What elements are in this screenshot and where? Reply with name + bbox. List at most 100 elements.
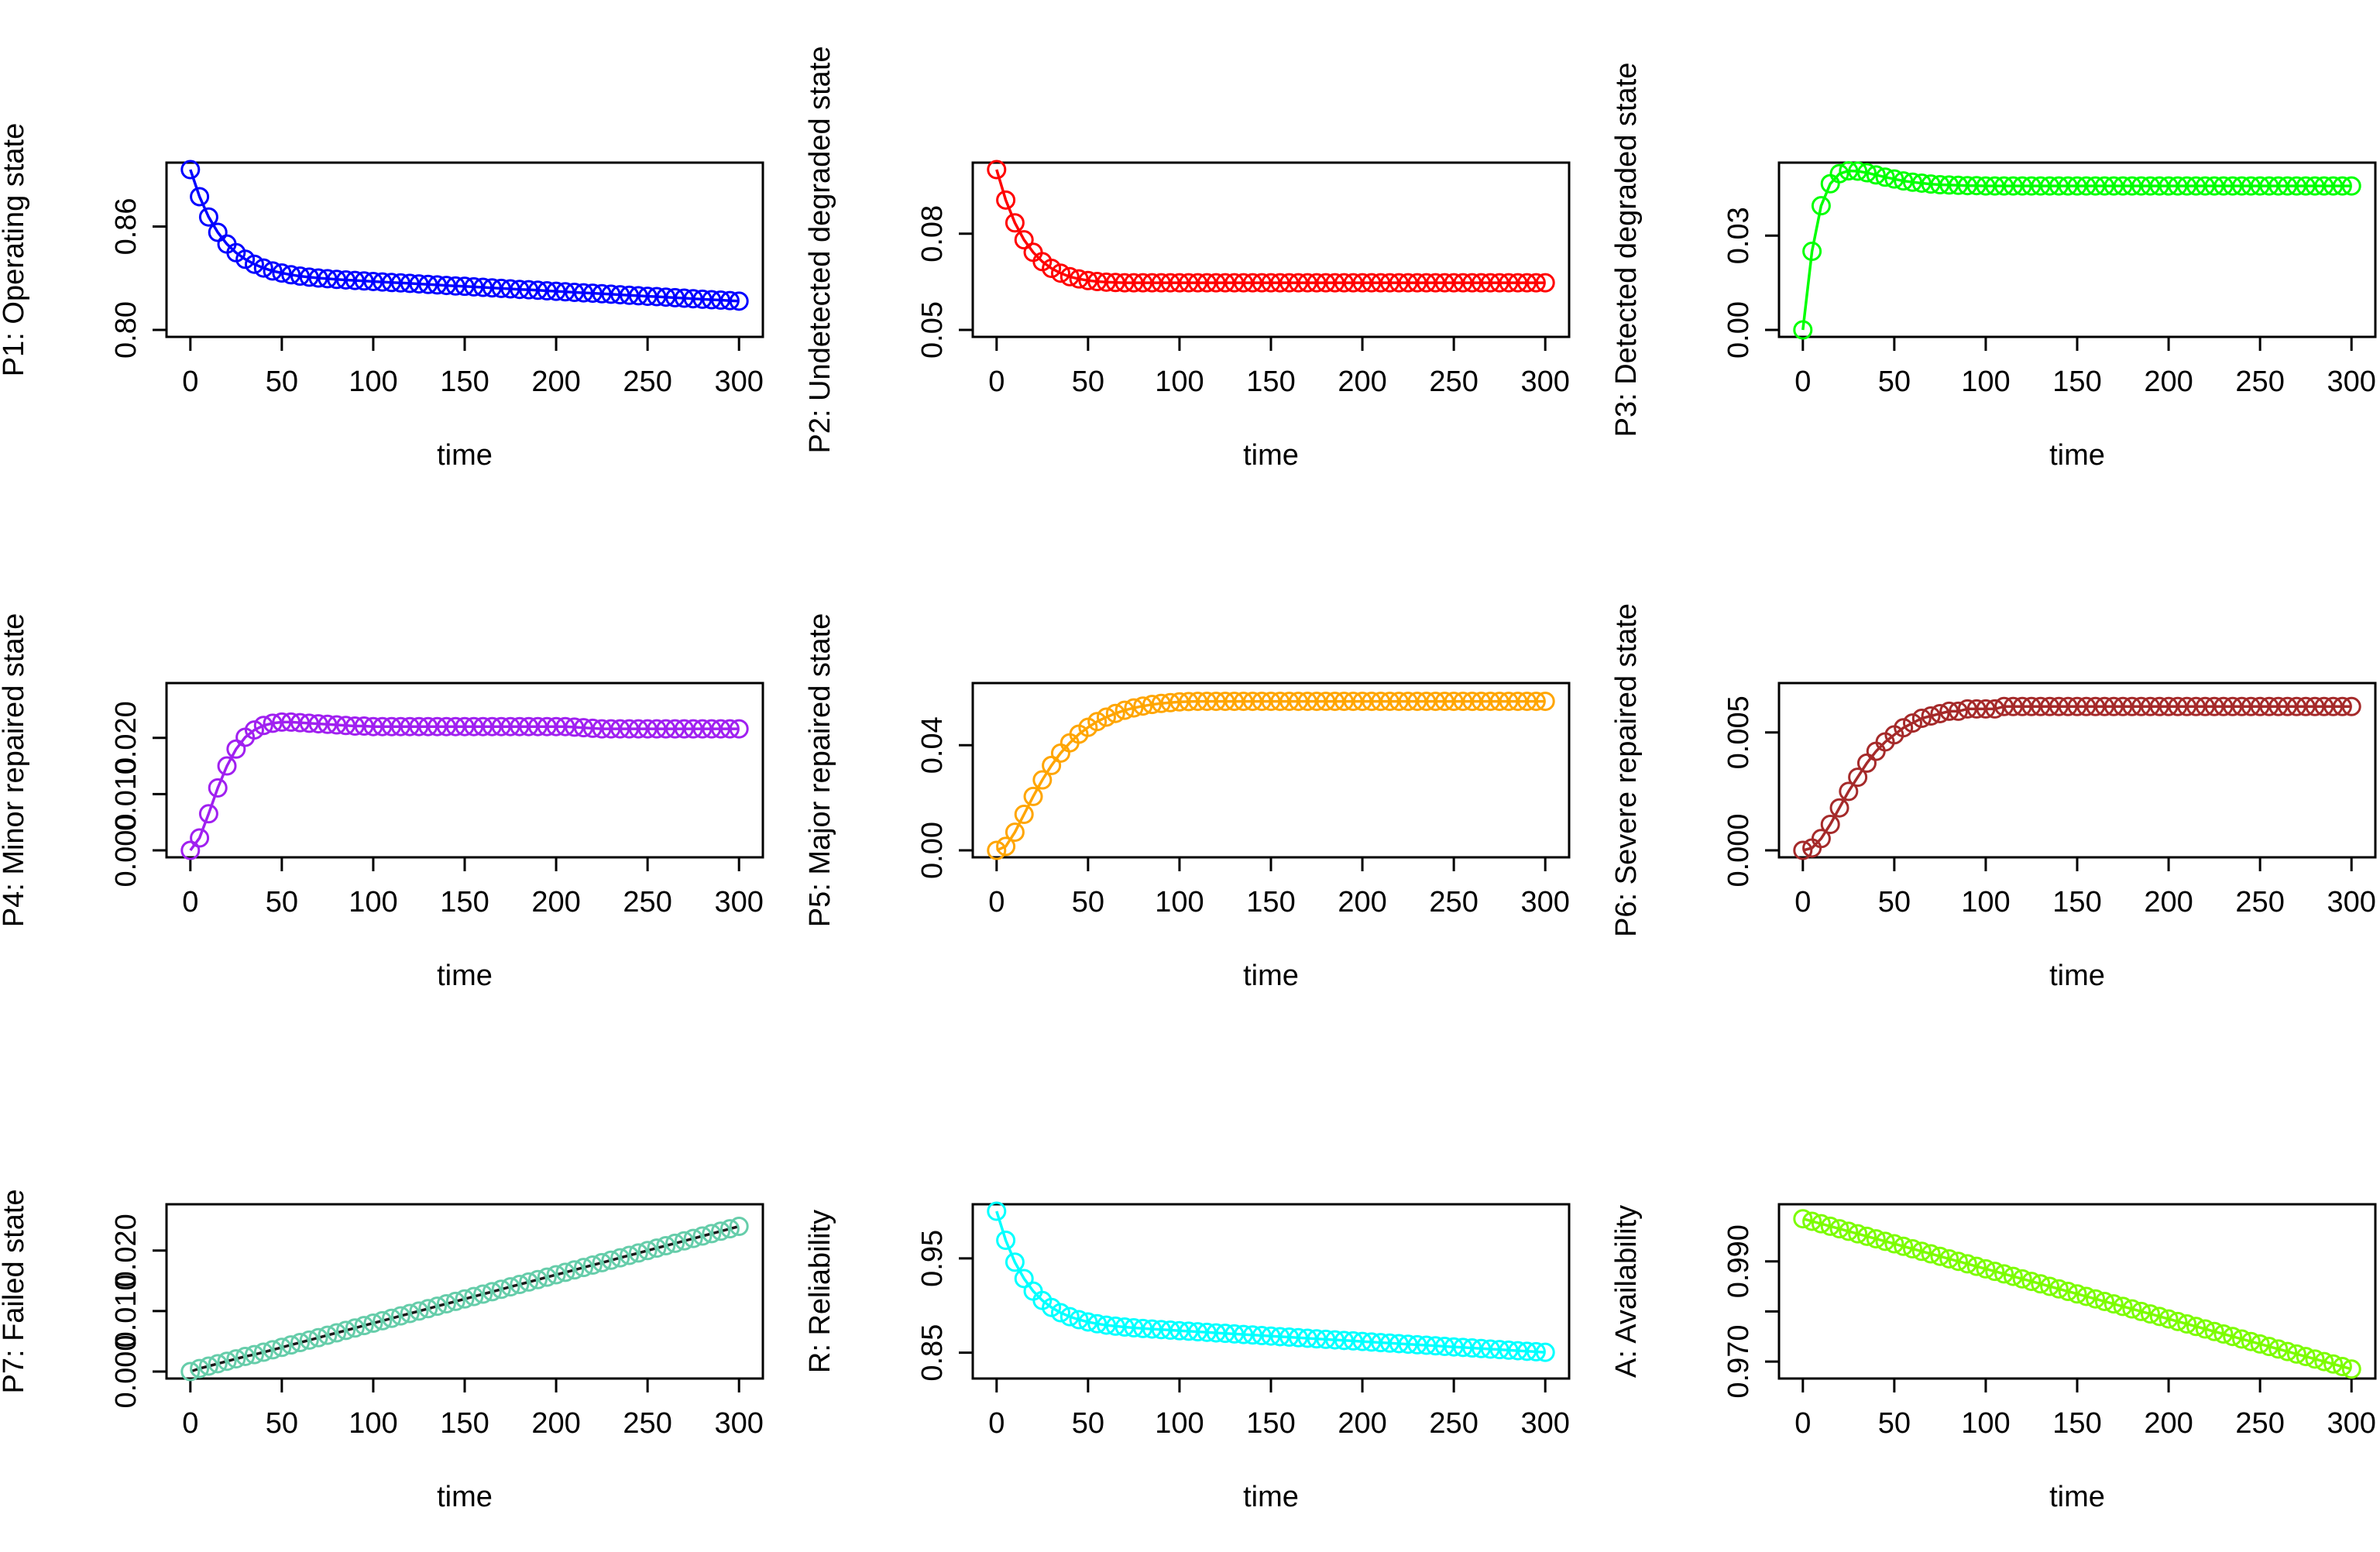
y-tick-label: 0.03 <box>1722 207 1755 264</box>
x-tick-label: 0 <box>988 886 1005 918</box>
data-point <box>1957 699 1977 719</box>
data-point <box>987 1201 1007 1221</box>
data-point <box>2131 696 2152 716</box>
data-point <box>1417 692 1437 712</box>
data-point <box>244 1344 264 1365</box>
y-tick-label: 0.05 <box>916 301 949 359</box>
data-point <box>711 1221 731 1241</box>
data-point <box>1334 273 1354 293</box>
data-point <box>1389 273 1409 293</box>
data-point <box>473 277 493 297</box>
data-point <box>665 287 685 307</box>
data-point <box>665 719 685 739</box>
data-point <box>2122 176 2142 196</box>
x-axis-label: time <box>2049 439 2105 472</box>
data-point <box>263 713 283 733</box>
data-point <box>1224 1324 1245 1344</box>
data-point <box>1480 273 1500 293</box>
data-point <box>482 278 502 298</box>
data-point <box>2177 176 2197 196</box>
data-point <box>2314 1351 2334 1372</box>
x-tick-label: 100 <box>349 366 397 398</box>
data-point <box>1288 692 1308 712</box>
data-point <box>308 714 328 734</box>
data-point <box>1875 1231 1895 1252</box>
data-point <box>1014 805 1034 825</box>
data-point <box>1444 273 1464 293</box>
data-point <box>1224 273 1245 293</box>
data-point <box>1949 1252 1969 1272</box>
data-point <box>1426 1336 1446 1356</box>
data-point <box>2168 176 2188 196</box>
y-tick-label: 0.970 <box>1722 1325 1755 1399</box>
data-point <box>263 1340 283 1360</box>
data-point <box>272 712 292 732</box>
data-point <box>2186 176 2206 196</box>
data-point <box>573 283 593 303</box>
data-point <box>2067 176 2087 196</box>
data-point <box>1343 273 1363 293</box>
data-point <box>1839 1221 1859 1241</box>
x-axis-label: time <box>2049 960 2105 992</box>
y-axis-label: P2: Undetected degraded state <box>804 46 836 453</box>
series-line <box>189 169 740 303</box>
data-point <box>1921 706 1941 726</box>
data-point <box>2049 696 2069 716</box>
x-tick-label: 300 <box>1520 886 1569 918</box>
data-point <box>2223 176 2243 196</box>
data-point <box>1160 692 1180 712</box>
data-point <box>2332 696 2352 716</box>
data-point <box>987 160 1007 180</box>
data-point <box>318 269 338 289</box>
data-point <box>1206 1323 1226 1343</box>
data-point <box>1985 699 2005 719</box>
data-point <box>281 265 301 285</box>
x-tick-label: 300 <box>714 366 763 398</box>
data-point <box>1966 699 1987 719</box>
data-point <box>1434 273 1454 293</box>
data-point <box>1379 692 1399 712</box>
data-point <box>1151 273 1171 293</box>
data-point <box>2195 696 2215 716</box>
data-point <box>1032 770 1053 790</box>
data-point <box>1894 718 1914 738</box>
data-point <box>464 1286 484 1306</box>
data-point <box>2296 176 2316 196</box>
data-point <box>702 719 722 739</box>
data-point <box>1444 1337 1464 1357</box>
data-point <box>1535 273 1555 293</box>
data-point <box>1407 1334 1427 1355</box>
x-tick-label: 150 <box>2052 366 2101 398</box>
data-point <box>2049 176 2069 196</box>
data-point <box>290 712 310 733</box>
data-point <box>2305 1349 2325 1369</box>
data-point <box>1884 169 1904 189</box>
x-tick-label: 50 <box>1072 1407 1104 1440</box>
data-point <box>1829 1219 1849 1239</box>
x-tick-label: 150 <box>2052 1407 2101 1440</box>
data-point <box>1472 692 1492 712</box>
data-point <box>2223 696 2243 716</box>
data-point <box>491 278 511 298</box>
data-point <box>2213 696 2234 716</box>
plot-frame <box>165 682 764 859</box>
x-tick-label: 200 <box>1338 886 1386 918</box>
data-point <box>519 1272 539 1292</box>
x-axis-label: time <box>2049 1481 2105 1513</box>
data-point <box>299 1330 319 1350</box>
data-point <box>354 716 374 736</box>
data-point <box>2296 1347 2316 1367</box>
x-axis-label: time <box>437 960 493 992</box>
data-point <box>1417 273 1437 293</box>
data-point <box>692 719 713 739</box>
data-point <box>428 716 448 737</box>
x-tick-label: 50 <box>1072 886 1104 918</box>
data-point <box>2076 696 2097 716</box>
data-point <box>2149 1306 2169 1327</box>
data-point <box>2104 176 2124 196</box>
data-point <box>2113 176 2133 196</box>
data-point <box>1508 1341 1528 1361</box>
data-point <box>180 1361 201 1382</box>
data-point <box>1124 698 1144 718</box>
